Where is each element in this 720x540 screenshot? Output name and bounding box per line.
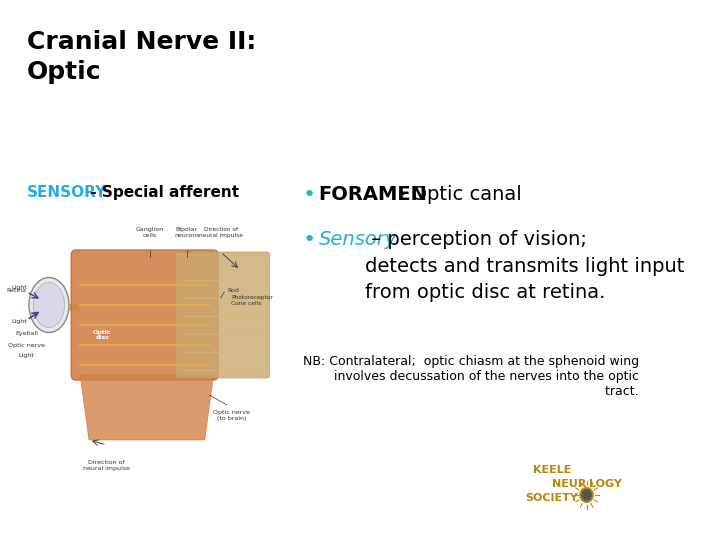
Text: Photoreceptor
Cone cells: Photoreceptor Cone cells <box>231 295 273 306</box>
Text: •: • <box>302 185 316 205</box>
Text: - Special afferent: - Special afferent <box>86 185 240 200</box>
Text: SENSORY: SENSORY <box>27 185 107 200</box>
Text: SOCIETY: SOCIETY <box>526 493 578 503</box>
Text: Light: Light <box>12 285 27 290</box>
Text: FORAMEN: FORAMEN <box>319 185 428 204</box>
Text: NEUR: NEUR <box>552 479 586 489</box>
Text: KEELE: KEELE <box>533 465 571 475</box>
Text: Retina: Retina <box>6 288 26 293</box>
Text: Ganglion
cells: Ganglion cells <box>135 227 163 238</box>
Ellipse shape <box>29 278 69 333</box>
FancyBboxPatch shape <box>176 252 270 378</box>
Text: Light: Light <box>19 353 35 358</box>
Text: Optic nerve: Optic nerve <box>8 343 45 348</box>
Text: - Optic canal: - Optic canal <box>392 185 521 204</box>
FancyBboxPatch shape <box>71 250 218 380</box>
Text: Optic nerve
(to brain): Optic nerve (to brain) <box>213 410 250 421</box>
Text: Optic
disc: Optic disc <box>93 329 112 340</box>
Text: Light: Light <box>12 319 27 324</box>
Text: Direction of
neural impulse: Direction of neural impulse <box>84 460 130 471</box>
Polygon shape <box>80 375 214 440</box>
Text: Direction of
neural impulse: Direction of neural impulse <box>199 227 243 238</box>
Text: •: • <box>302 230 316 250</box>
Text: NB: Contralateral;  optic chiasm at the sphenoid wing
  involves decussation of : NB: Contralateral; optic chiasm at the s… <box>302 355 639 398</box>
Text: – perception of vision;
detects and transmits light input
from optic disc at ret: – perception of vision; detects and tran… <box>365 230 684 302</box>
Circle shape <box>580 488 593 502</box>
Text: Bipolar
neurons: Bipolar neurons <box>174 227 199 238</box>
Text: Sensory: Sensory <box>319 230 397 249</box>
Text: Optic: Optic <box>27 60 102 84</box>
Text: Eyeball: Eyeball <box>15 331 38 336</box>
Ellipse shape <box>33 282 65 327</box>
Text: Rod: Rod <box>227 288 239 293</box>
Text: Cranial Nerve II:: Cranial Nerve II: <box>27 30 256 54</box>
Text: LOGY: LOGY <box>589 479 622 489</box>
